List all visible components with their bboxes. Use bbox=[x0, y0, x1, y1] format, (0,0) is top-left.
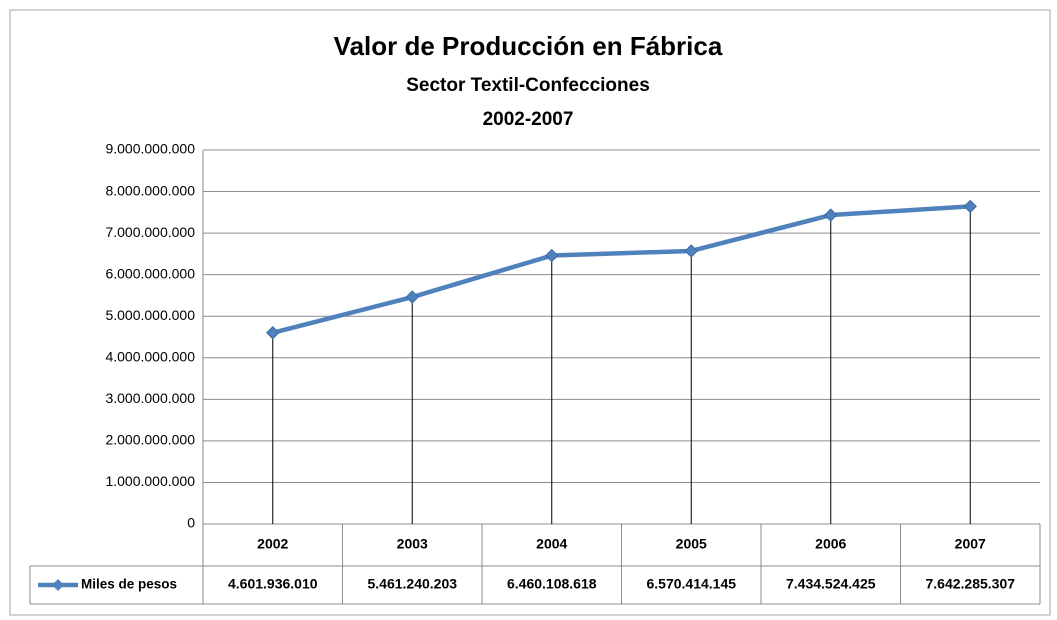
legend-label: Miles de pesos bbox=[81, 577, 177, 592]
table-value: 7.434.524.425 bbox=[786, 576, 876, 592]
marker bbox=[545, 248, 559, 263]
y-tick-label: 0 bbox=[187, 515, 195, 531]
chart-subtitle: Sector Textil-Confecciones bbox=[406, 75, 650, 96]
table-value: 4.601.936.010 bbox=[228, 576, 318, 592]
y-tick-label: 7.000.000.000 bbox=[105, 224, 195, 240]
x-tick-label: 2004 bbox=[536, 536, 567, 552]
y-tick-label: 6.000.000.000 bbox=[105, 265, 195, 281]
legend-marker bbox=[52, 579, 64, 591]
chart-title: Valor de Producción en Fábrica bbox=[334, 31, 723, 61]
y-tick-label: 1.000.000.000 bbox=[105, 473, 195, 489]
x-tick-label: 2006 bbox=[815, 536, 846, 552]
x-tick-label: 2003 bbox=[397, 536, 428, 552]
marker bbox=[963, 199, 977, 214]
x-tick-label: 2007 bbox=[955, 536, 986, 552]
chart-frame bbox=[9, 9, 1051, 616]
table-value: 6.570.414.145 bbox=[646, 576, 736, 592]
x-tick-label: 2002 bbox=[257, 536, 288, 552]
chart-subtitle: 2002-2007 bbox=[483, 109, 574, 130]
table-value: 6.460.108.618 bbox=[507, 576, 597, 592]
table-value: 5.461.240.203 bbox=[367, 576, 457, 592]
series-line bbox=[272, 204, 971, 335]
marker bbox=[824, 208, 838, 222]
marker bbox=[266, 326, 280, 340]
y-tick-label: 9.000.000.000 bbox=[105, 141, 195, 157]
y-tick-label: 8.000.000.000 bbox=[105, 182, 195, 198]
y-tick-label: 2.000.000.000 bbox=[105, 432, 195, 448]
x-tick-label: 2005 bbox=[676, 536, 707, 552]
y-tick-label: 3.000.000.000 bbox=[105, 390, 195, 406]
y-tick-label: 5.000.000.000 bbox=[105, 307, 195, 323]
marker bbox=[684, 244, 698, 258]
marker bbox=[405, 290, 419, 304]
table-value: 7.642.285.307 bbox=[925, 576, 1015, 592]
y-tick-label: 4.000.000.000 bbox=[105, 348, 195, 364]
